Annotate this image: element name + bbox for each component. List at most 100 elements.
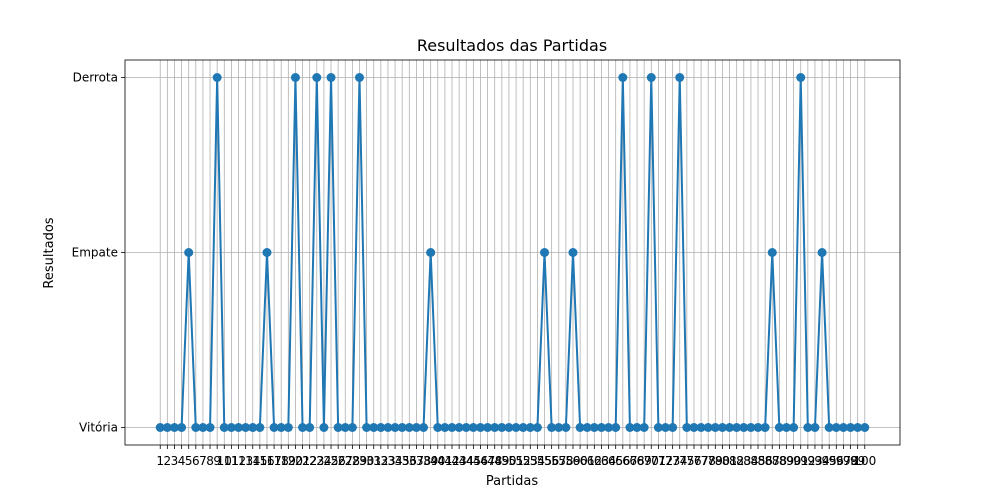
x-tick-label: 58 [558,454,573,468]
x-tick-label: 47 [480,454,495,468]
x-tick-label: 98 [843,454,858,468]
x-tick-label: 85 [750,454,765,468]
data-point [689,423,699,432]
data-point [369,423,379,432]
x-tick-label: 59 [565,454,580,468]
x-tick-label: 99 [850,454,865,468]
data-point [191,423,201,432]
data-point [625,423,635,432]
x-tick-label: 25 [323,454,338,468]
data-point [532,423,542,432]
data-point [853,423,863,432]
data-point [184,248,194,257]
y-axis-label: Resultados [42,217,57,288]
x-tick-label: 83 [736,454,751,468]
data-point [347,423,357,432]
data-point [255,423,265,432]
series [155,73,870,432]
data-point [860,423,870,432]
x-tick-label: 65 [608,454,623,468]
x-tick-label: 45 [466,454,481,468]
x-tick-label: 33 [380,454,395,468]
data-point [739,423,749,432]
x-tick-label: 37 [409,454,424,468]
x-tick-label: 48 [487,454,502,468]
x-tick-label: 61 [580,454,595,468]
data-point [483,423,493,432]
data-point [582,423,592,432]
data-point [746,423,756,432]
x-axis-label: Partidas [486,474,538,489]
y-axis: Vitória Empate Derrota [72,71,125,435]
data-point [540,248,550,257]
x-tick-label: 86 [757,454,772,468]
data-point [646,73,656,82]
x-tick-label: 100 [853,454,876,468]
data-point [511,423,521,432]
x-tick-label: 42 [444,454,459,468]
x-tick-label: 44 [459,454,474,468]
x-tick-label: 2 [164,454,172,468]
data-point [781,423,791,432]
x-tick-label: 46 [473,454,488,468]
data-point [611,423,621,432]
data-point [226,423,236,432]
x-tick-label: 55 [537,454,552,468]
x-tick-label: 43 [451,454,466,468]
data-point [675,73,685,82]
x-tick-label: 51 [508,454,523,468]
data-point [575,423,585,432]
x-tick-label: 81 [722,454,737,468]
data-point [269,423,279,432]
data-point [589,423,599,432]
data-point [397,423,407,432]
data-point [824,423,834,432]
data-point [682,423,692,432]
data-point [162,423,172,432]
data-point [177,423,187,432]
data-point [468,423,478,432]
data-point [234,423,244,432]
x-tick-label: 93 [807,454,822,468]
data-point [419,423,429,432]
data-point [362,423,372,432]
x-tick-label: 20 [288,454,303,468]
grid [125,60,900,445]
x-tick-label: 13 [238,454,253,468]
data-point [475,423,485,432]
x-tick-label: 38 [416,454,431,468]
x-tick-label: 5 [185,454,193,468]
x-tick-label: 72 [658,454,673,468]
x-tick-label: 7 [199,454,207,468]
data-point [653,423,663,432]
x-tick-label: 16 [259,454,274,468]
data-point [169,423,179,432]
data-point [596,423,606,432]
x-tick-label: 12 [231,454,246,468]
data-point [411,423,421,432]
data-point [725,423,735,432]
x-tick-label: 15 [252,454,267,468]
x-tick-label: 97 [836,454,851,468]
data-point [426,248,436,257]
x-tick-label: 26 [331,454,346,468]
data-point [440,423,450,432]
data-point [390,423,400,432]
x-tick-label: 22 [302,454,317,468]
x-tick-label: 57 [551,454,566,468]
x-tick-label: 76 [686,454,701,468]
x-tick-label: 91 [793,454,808,468]
x-tick-label: 89 [779,454,794,468]
x-tick-label: 69 [637,454,652,468]
data-point [568,248,578,257]
data-point [767,248,777,257]
y-tick-label: Derrota [73,71,118,85]
data-point [497,423,507,432]
data-point [283,423,293,432]
x-tick-label: 27 [338,454,353,468]
data-point [248,423,258,432]
data-point [561,423,571,432]
data-point [155,423,165,432]
x-tick-label: 24 [316,454,331,468]
